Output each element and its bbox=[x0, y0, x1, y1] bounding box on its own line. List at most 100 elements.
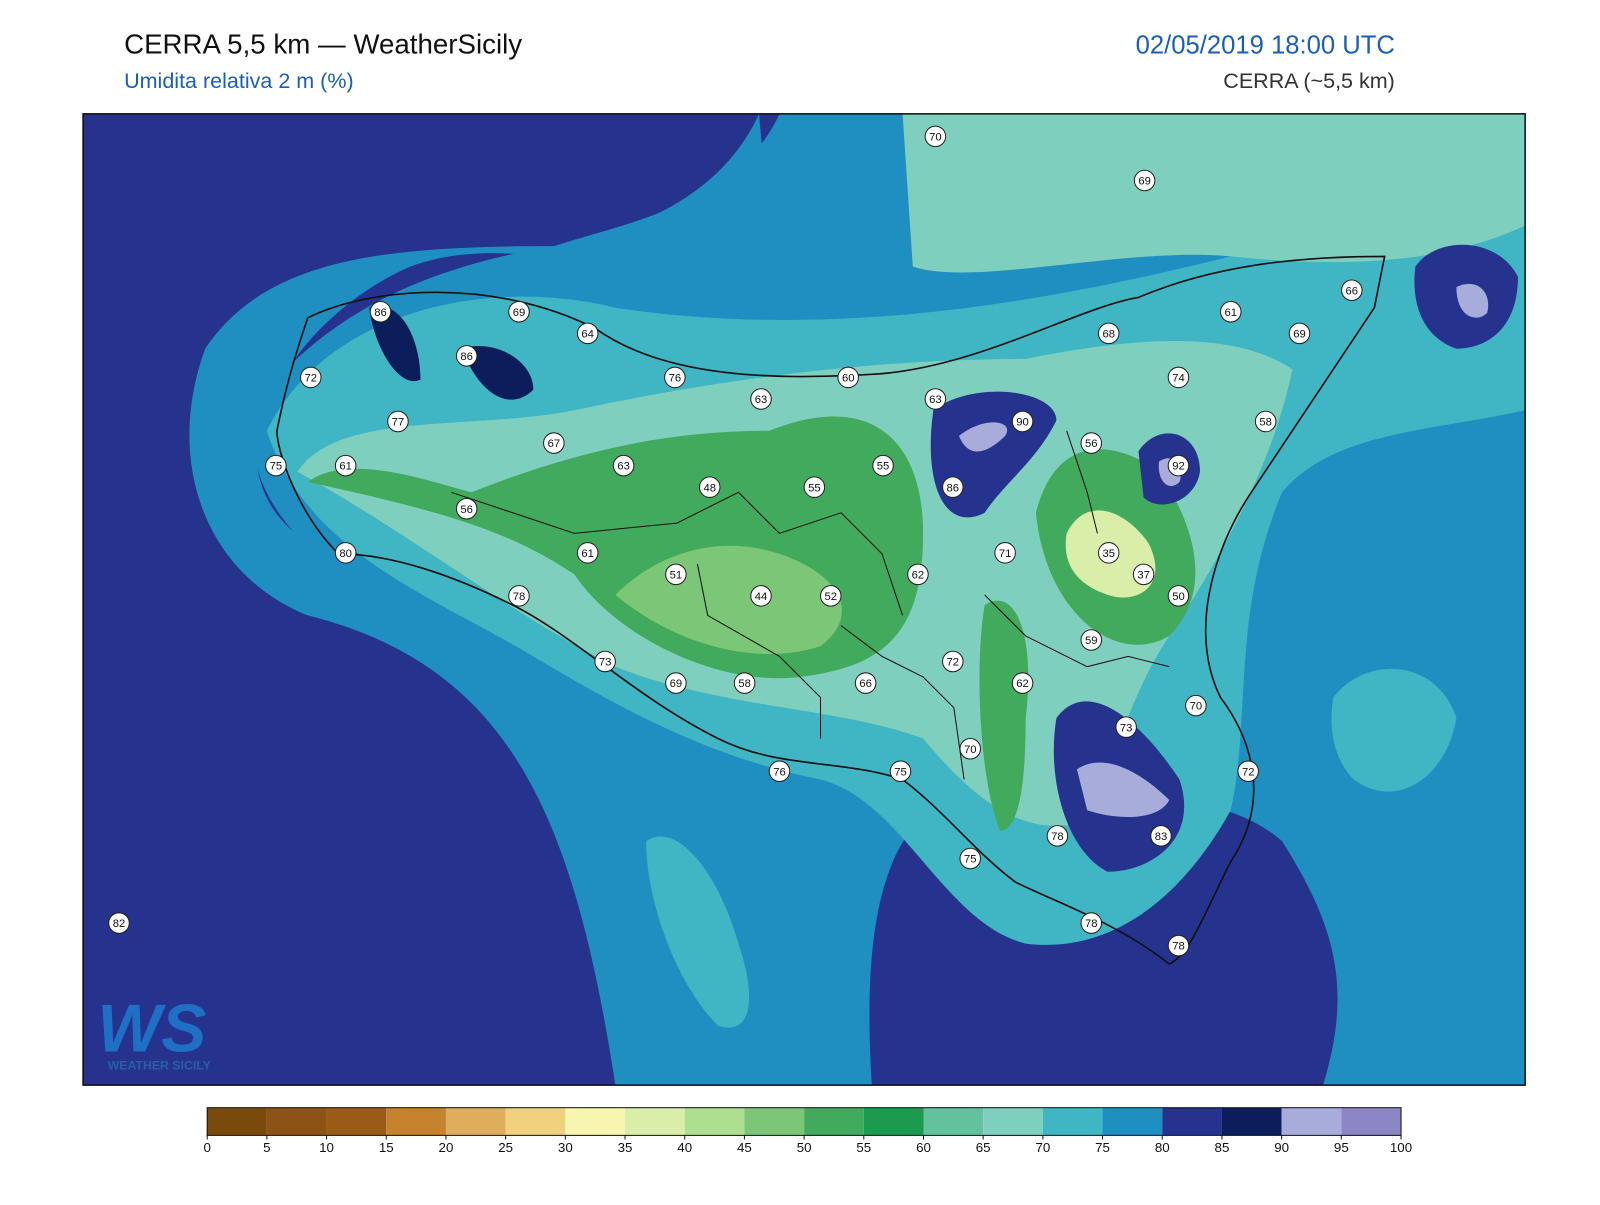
station-value: 86 bbox=[374, 307, 387, 319]
station-marker bbox=[1167, 585, 1190, 607]
colorbar-tick-label: 65 bbox=[976, 1140, 991, 1155]
subtitle: Umidita relativa 2 m (%) bbox=[124, 69, 354, 93]
station-value: 92 bbox=[1172, 461, 1185, 473]
station-value: 58 bbox=[1259, 417, 1272, 429]
colorbar-bin bbox=[625, 1107, 685, 1136]
station-value: 44 bbox=[755, 591, 768, 603]
colorbar-bin bbox=[326, 1107, 387, 1136]
logo-mark: WS bbox=[97, 991, 206, 1066]
station-marker bbox=[1133, 169, 1156, 192]
colorbar-tick-label: 90 bbox=[1274, 1140, 1289, 1155]
station-value: 58 bbox=[738, 678, 751, 690]
station-value: 70 bbox=[964, 744, 977, 756]
station-marker bbox=[334, 454, 357, 477]
field bbox=[83, 113, 1526, 1086]
station-marker bbox=[1046, 825, 1069, 847]
station-marker bbox=[1011, 672, 1034, 694]
station-marker bbox=[768, 760, 791, 783]
station-marker bbox=[1288, 322, 1311, 345]
colorbar-tick-label: 85 bbox=[1215, 1140, 1230, 1155]
station-marker bbox=[959, 847, 982, 870]
station-value: 78 bbox=[513, 591, 526, 603]
station-value: 71 bbox=[999, 548, 1012, 560]
station-value: 78 bbox=[1085, 918, 1098, 930]
station-marker bbox=[1080, 912, 1103, 934]
station-marker bbox=[387, 410, 409, 433]
datetime: 02/05/2019 18:00 UTC bbox=[1136, 31, 1395, 59]
station-value: 50 bbox=[1172, 591, 1185, 603]
colorbar-tick-label: 70 bbox=[1035, 1140, 1050, 1155]
colorbar-bin bbox=[565, 1107, 626, 1136]
station-marker bbox=[369, 301, 392, 323]
station-marker bbox=[1011, 410, 1034, 433]
colorbar-tick-label: 35 bbox=[618, 1140, 633, 1155]
colorbar-bin bbox=[684, 1107, 745, 1136]
station-value: 62 bbox=[912, 569, 925, 581]
colorbar-tick-label: 30 bbox=[558, 1140, 573, 1155]
station-marker bbox=[959, 737, 982, 760]
station-marker bbox=[576, 322, 599, 345]
colorbar-bin bbox=[804, 1107, 864, 1136]
colorbar-bin bbox=[1341, 1107, 1402, 1136]
station-value: 76 bbox=[773, 766, 786, 778]
station-value: 68 bbox=[1102, 328, 1115, 340]
colorbar-tick-label: 40 bbox=[677, 1140, 692, 1155]
colorbar-bin bbox=[1102, 1107, 1163, 1136]
station-value: 80 bbox=[339, 548, 352, 560]
station-marker bbox=[1167, 454, 1190, 477]
station-marker bbox=[265, 454, 287, 477]
colorbar-bin bbox=[983, 1107, 1043, 1136]
station-value: 73 bbox=[599, 657, 612, 669]
colorbar-bin bbox=[266, 1107, 327, 1136]
station-marker bbox=[733, 672, 756, 694]
station-value: 74 bbox=[1172, 373, 1185, 385]
station-marker bbox=[612, 454, 635, 477]
colorbar: 0 5 10 15 20 25 30 35 40 45 50 55 60 65 70 75 80 85 90 95 10… bbox=[203, 1107, 1412, 1155]
station-value: 55 bbox=[808, 482, 821, 494]
station-value: 52 bbox=[825, 591, 838, 603]
title: CERRA 5,5 km — WeatherSicily bbox=[124, 28, 522, 59]
station-marker bbox=[665, 563, 687, 586]
station-value: 61 bbox=[581, 548, 594, 560]
station-marker bbox=[1185, 694, 1207, 717]
station-value: 63 bbox=[617, 461, 630, 473]
station-value: 63 bbox=[755, 394, 768, 406]
station-value: 56 bbox=[460, 504, 473, 516]
station-value: 86 bbox=[460, 351, 473, 363]
station-value: 51 bbox=[670, 569, 683, 581]
colorbar-tick-label: 25 bbox=[498, 1140, 513, 1155]
colorbar-bin bbox=[1042, 1107, 1103, 1136]
station-marker bbox=[299, 366, 322, 389]
station-marker bbox=[1132, 563, 1155, 586]
station-value: 56 bbox=[1085, 438, 1098, 450]
station-marker bbox=[664, 366, 686, 389]
station-value: 72 bbox=[947, 657, 960, 669]
colorbar-tick-label: 15 bbox=[379, 1140, 394, 1155]
station-value: 73 bbox=[1120, 722, 1133, 734]
station-value: 62 bbox=[1016, 678, 1029, 690]
station-value: 72 bbox=[1242, 766, 1255, 778]
colorbar-tick-label: 80 bbox=[1155, 1140, 1170, 1155]
colorbar-tick-label: 20 bbox=[439, 1140, 454, 1155]
stations: 70 69 86 69 64 86 72 76 60 63 63 68 61 69 66 74 77 90 58 67… bbox=[108, 125, 1363, 957]
station-value: 48 bbox=[703, 482, 716, 494]
colorbar-tick-label: 50 bbox=[797, 1140, 812, 1155]
station-value: 70 bbox=[929, 132, 942, 144]
colorbar-tick-label: 100 bbox=[1390, 1140, 1412, 1155]
station-value: 66 bbox=[1346, 285, 1359, 297]
station-value: 64 bbox=[581, 328, 594, 340]
station-marker bbox=[1097, 322, 1120, 345]
colorbar-tick-label: 0 bbox=[203, 1140, 210, 1155]
station-value: 61 bbox=[339, 461, 352, 473]
colorbar-bin bbox=[923, 1107, 984, 1136]
station-marker bbox=[508, 301, 530, 323]
station-marker bbox=[698, 476, 721, 498]
station-marker bbox=[820, 585, 842, 607]
station-value: 69 bbox=[1293, 328, 1306, 340]
colorbar-tick-label: 55 bbox=[856, 1140, 871, 1155]
station-marker bbox=[1150, 825, 1172, 847]
station-value: 35 bbox=[1102, 548, 1115, 560]
station-value: 59 bbox=[1085, 635, 1098, 647]
station-value: 75 bbox=[894, 766, 907, 778]
colorbar-bin bbox=[445, 1107, 506, 1136]
